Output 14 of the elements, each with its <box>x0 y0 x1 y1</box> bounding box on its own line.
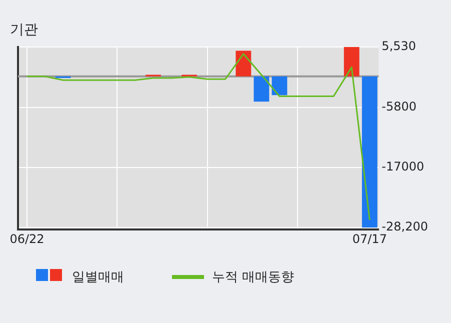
y-tick-label: -17000 <box>382 160 424 174</box>
bar <box>362 76 378 228</box>
y-tick-label: -28,200 <box>382 220 428 234</box>
x-tick-label: 07/17 <box>352 232 387 246</box>
y-tick-label: -5800 <box>382 100 417 114</box>
x-tick-label: 06/22 <box>10 232 44 246</box>
bar <box>254 76 270 102</box>
bar <box>344 46 360 76</box>
chart-title: 기관 <box>10 22 38 38</box>
bar <box>236 50 252 76</box>
legend-label: 일별매매 <box>72 269 124 286</box>
bar <box>272 76 288 96</box>
legend-label: 누적 매매동향 <box>212 269 294 286</box>
y-tick-label: 5,530 <box>382 38 416 53</box>
